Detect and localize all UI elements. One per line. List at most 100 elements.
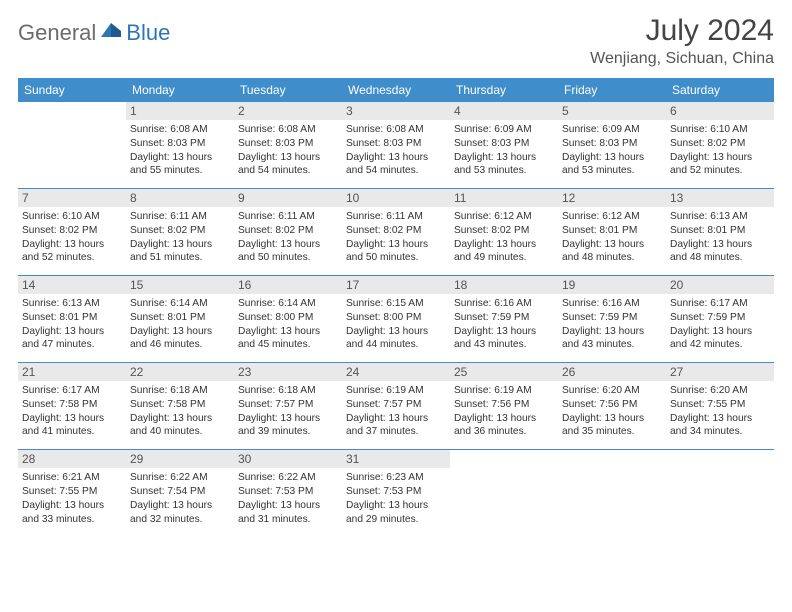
day-info-line: Daylight: 13 hours xyxy=(22,412,122,426)
day-info: Sunrise: 6:08 AMSunset: 8:03 PMDaylight:… xyxy=(130,123,230,178)
day-info-line: Daylight: 13 hours xyxy=(238,325,338,339)
day-number: 21 xyxy=(18,363,126,381)
calendar-row: 28 Sunrise: 6:21 AMSunset: 7:55 PMDayligh… xyxy=(18,450,774,537)
day-number: 7 xyxy=(18,189,126,207)
day-info: Sunrise: 6:22 AMSunset: 7:54 PMDaylight:… xyxy=(130,471,230,526)
day-info-line: and 55 minutes. xyxy=(130,164,230,178)
calendar-row: 1Sunrise: 6:08 AMSunset: 8:03 PMDaylight… xyxy=(18,102,774,189)
day-info-line: Daylight: 13 hours xyxy=(562,151,662,165)
day-info-line: Daylight: 13 hours xyxy=(454,412,554,426)
day-info-line: Sunset: 8:01 PM xyxy=(562,224,662,238)
day-info: Sunrise: 6:14 AMSunset: 8:01 PMDaylight:… xyxy=(130,297,230,352)
calendar-cell: 16Sunrise: 6:14 AMSunset: 8:00 PMDayligh… xyxy=(234,276,342,363)
calendar-cell xyxy=(558,450,666,537)
day-info-line: Daylight: 13 hours xyxy=(454,238,554,252)
day-info-line: and 50 minutes. xyxy=(238,251,338,265)
day-number: 23 xyxy=(234,363,342,381)
calendar-cell: 12Sunrise: 6:12 AMSunset: 8:01 PMDayligh… xyxy=(558,189,666,276)
day-info: Sunrise: 6:15 AMSunset: 8:00 PMDaylight:… xyxy=(346,297,446,352)
day-info-line: and 54 minutes. xyxy=(346,164,446,178)
day-info-line: Sunset: 8:02 PM xyxy=(22,224,122,238)
calendar-cell: 28 Sunrise: 6:21 AMSunset: 7:55 PMDayligh… xyxy=(18,450,126,537)
day-info-line: Sunrise: 6:13 AM xyxy=(670,210,770,224)
day-info-line: Sunset: 8:03 PM xyxy=(238,137,338,151)
calendar-cell: 1Sunrise: 6:08 AMSunset: 8:03 PMDaylight… xyxy=(126,102,234,189)
day-info-line: Daylight: 13 hours xyxy=(22,499,122,513)
day-info-line: Sunrise: 6:10 AM xyxy=(670,123,770,137)
day-info-line: Sunrise: 6:23 AM xyxy=(346,471,446,485)
day-info-line: Sunset: 7:59 PM xyxy=(670,311,770,325)
day-info-line: Daylight: 13 hours xyxy=(238,238,338,252)
day-number: 30 xyxy=(234,450,342,468)
day-info-line: Sunset: 7:57 PM xyxy=(346,398,446,412)
day-info-line: Daylight: 13 hours xyxy=(562,238,662,252)
day-info-line: Sunrise: 6:22 AM xyxy=(130,471,230,485)
day-info-line: Sunrise: 6:14 AM xyxy=(130,297,230,311)
day-info-line: Daylight: 13 hours xyxy=(238,412,338,426)
calendar-cell: 26Sunrise: 6:20 AMSunset: 7:56 PMDayligh… xyxy=(558,363,666,450)
day-info-line: Sunset: 7:55 PM xyxy=(670,398,770,412)
day-info-line: Sunrise: 6:10 AM xyxy=(22,210,122,224)
day-info-line: and 50 minutes. xyxy=(346,251,446,265)
day-info-line: and 43 minutes. xyxy=(562,338,662,352)
day-info-line: Sunrise: 6:12 AM xyxy=(562,210,662,224)
title-block: July 2024 Wenjiang, Sichuan, China xyxy=(590,14,774,68)
day-number: 20 xyxy=(666,276,774,294)
calendar-cell: 4Sunrise: 6:09 AMSunset: 8:03 PMDaylight… xyxy=(450,102,558,189)
day-info-line: Sunrise: 6:14 AM xyxy=(238,297,338,311)
day-info: Sunrise: 6:08 AMSunset: 8:03 PMDaylight:… xyxy=(238,123,338,178)
day-info: Sunrise: 6:09 AMSunset: 8:03 PMDaylight:… xyxy=(454,123,554,178)
day-number: 28 xyxy=(18,450,126,468)
empty-cell xyxy=(558,450,666,467)
day-number: 22 xyxy=(126,363,234,381)
day-info-line: Daylight: 13 hours xyxy=(562,412,662,426)
day-info: Sunrise: 6:13 AMSunset: 8:01 PMDaylight:… xyxy=(670,210,770,265)
day-info-line: Daylight: 13 hours xyxy=(346,151,446,165)
day-info: Sunrise: 6:11 AMSunset: 8:02 PMDaylight:… xyxy=(130,210,230,265)
day-info: Sunrise: 6:17 AMSunset: 7:59 PMDaylight:… xyxy=(670,297,770,352)
day-info: Sunrise: 6:12 AMSunset: 8:01 PMDaylight:… xyxy=(562,210,662,265)
day-info-line: Sunset: 8:02 PM xyxy=(454,224,554,238)
calendar-cell: 11Sunrise: 6:12 AMSunset: 8:02 PMDayligh… xyxy=(450,189,558,276)
calendar-cell: 17Sunrise: 6:15 AMSunset: 8:00 PMDayligh… xyxy=(342,276,450,363)
day-info-line: Daylight: 13 hours xyxy=(130,325,230,339)
day-info-line: Sunrise: 6:08 AM xyxy=(238,123,338,137)
day-info-line: Sunset: 7:56 PM xyxy=(454,398,554,412)
day-number: 8 xyxy=(126,189,234,207)
day-info-line: Sunset: 8:01 PM xyxy=(130,311,230,325)
day-info: Sunrise: 6:21 AMSunset: 7:55 PMDaylight:… xyxy=(22,471,122,526)
calendar-cell: 2Sunrise: 6:08 AMSunset: 8:03 PMDaylight… xyxy=(234,102,342,189)
day-info-line: Daylight: 13 hours xyxy=(454,151,554,165)
day-info-line: Sunrise: 6:15 AM xyxy=(346,297,446,311)
day-info: Sunrise: 6:09 AMSunset: 8:03 PMDaylight:… xyxy=(562,123,662,178)
day-info-line: and 51 minutes. xyxy=(130,251,230,265)
calendar-cell: 29Sunrise: 6:22 AMSunset: 7:54 PMDayligh… xyxy=(126,450,234,537)
day-info-line: Sunrise: 6:19 AM xyxy=(346,384,446,398)
day-info-line: Sunset: 7:59 PM xyxy=(454,311,554,325)
day-info-line: Daylight: 13 hours xyxy=(670,151,770,165)
day-info-line: Sunset: 7:55 PM xyxy=(22,485,122,499)
calendar-cell: 30Sunrise: 6:22 AMSunset: 7:53 PMDayligh… xyxy=(234,450,342,537)
day-info-line: Sunrise: 6:08 AM xyxy=(346,123,446,137)
day-number: 11 xyxy=(450,189,558,207)
day-info-line: Sunset: 7:57 PM xyxy=(238,398,338,412)
logo-mark-icon xyxy=(101,21,123,42)
day-info: Sunrise: 6:20 AMSunset: 7:56 PMDaylight:… xyxy=(562,384,662,439)
day-info: Sunrise: 6:14 AMSunset: 8:00 PMDaylight:… xyxy=(238,297,338,352)
col-friday: Friday xyxy=(558,78,666,102)
calendar-row: 14Sunrise: 6:13 AMSunset: 8:01 PMDayligh… xyxy=(18,276,774,363)
day-info-line: Sunrise: 6:20 AM xyxy=(670,384,770,398)
day-info-line: Sunset: 8:03 PM xyxy=(562,137,662,151)
day-info-line: Sunrise: 6:08 AM xyxy=(130,123,230,137)
day-info-line: and 49 minutes. xyxy=(454,251,554,265)
empty-cell xyxy=(666,450,774,467)
day-info: Sunrise: 6:11 AMSunset: 8:02 PMDaylight:… xyxy=(346,210,446,265)
day-number: 10 xyxy=(342,189,450,207)
day-info-line: and 42 minutes. xyxy=(670,338,770,352)
day-info-line: and 31 minutes. xyxy=(238,513,338,527)
calendar-cell: 6Sunrise: 6:10 AMSunset: 8:02 PMDaylight… xyxy=(666,102,774,189)
calendar-cell: 15Sunrise: 6:14 AMSunset: 8:01 PMDayligh… xyxy=(126,276,234,363)
day-info: Sunrise: 6:13 AMSunset: 8:01 PMDaylight:… xyxy=(22,297,122,352)
day-info-line: Sunrise: 6:17 AM xyxy=(22,384,122,398)
day-number: 18 xyxy=(450,276,558,294)
